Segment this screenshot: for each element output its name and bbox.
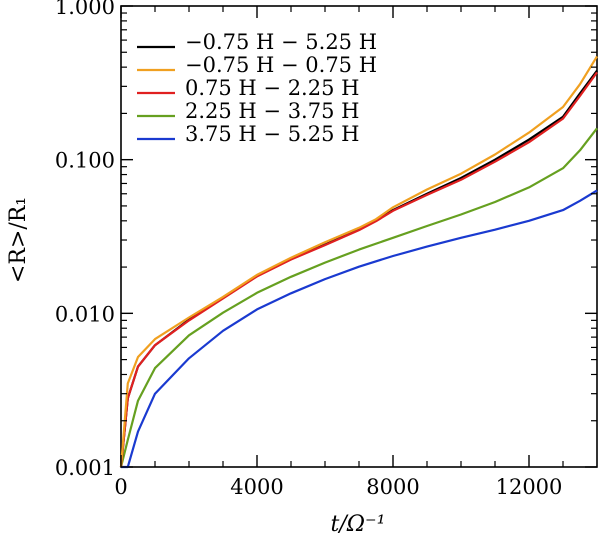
- legend-label-3: 0.75 H − 2.25 H: [185, 76, 359, 100]
- x-axis-label: t/Ω⁻¹: [331, 512, 386, 537]
- series-line-2: [119, 55, 598, 468]
- series-line-5: [121, 189, 598, 469]
- y-tick-label: 0.001: [55, 456, 115, 480]
- x-tick-label: 12000: [496, 475, 563, 499]
- legend: −0.75 H − 5.25 H−0.75 H − 0.75 H0.75 H −…: [137, 30, 377, 146]
- series-layer: [119, 55, 598, 469]
- y-axis-label: <R>/R₁: [6, 197, 31, 283]
- legend-label-1: −0.75 H − 5.25 H: [185, 30, 377, 54]
- y-tick-label: 1.000: [55, 0, 115, 19]
- x-tick-label: 8000: [366, 475, 419, 499]
- legend-label-2: −0.75 H − 0.75 H: [185, 53, 377, 77]
- ticks-layer: 0 4000 8000 12000 0.001 0.010 0.100 1.000: [55, 0, 597, 499]
- y-tick-label: 0.010: [55, 302, 115, 326]
- series-line-4: [119, 127, 598, 468]
- x-tick-label: 0: [114, 475, 127, 499]
- series-line-3: [119, 71, 598, 468]
- y-tick-label: 0.100: [55, 149, 115, 173]
- x-tick-label: 4000: [230, 475, 283, 499]
- legend-label-4: 2.25 H − 3.75 H: [185, 99, 359, 123]
- legend-label-5: 3.75 H − 5.25 H: [185, 122, 359, 146]
